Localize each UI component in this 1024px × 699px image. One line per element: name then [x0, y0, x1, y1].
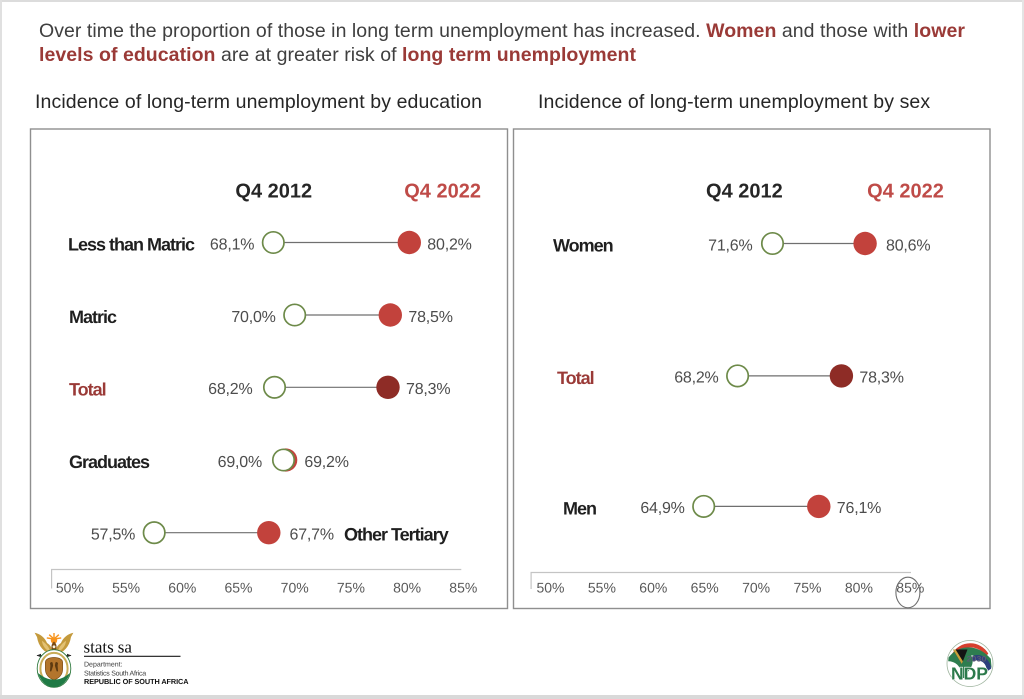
- svg-text:Less than Matric: Less than Matric: [68, 235, 195, 255]
- svg-text:78,3%: 78,3%: [406, 381, 450, 398]
- svg-text:75%: 75%: [793, 580, 821, 596]
- svg-text:76,1%: 76,1%: [837, 500, 881, 517]
- svg-text:55%: 55%: [588, 580, 616, 596]
- svg-text:70,0%: 70,0%: [231, 309, 275, 326]
- svg-text:60%: 60%: [639, 580, 667, 596]
- svg-text:80%: 80%: [393, 580, 421, 596]
- svg-text:68,2%: 68,2%: [674, 370, 718, 387]
- svg-text:69,2%: 69,2%: [304, 454, 348, 471]
- svg-text:78,5%: 78,5%: [408, 309, 452, 326]
- svg-text:85%: 85%: [449, 580, 477, 596]
- svg-text:Q4 2012: Q4 2012: [706, 181, 783, 203]
- svg-text:Men: Men: [563, 498, 596, 518]
- svg-text:68,1%: 68,1%: [210, 236, 254, 253]
- svg-text:Total: Total: [69, 379, 106, 399]
- svg-text:55%: 55%: [112, 580, 140, 596]
- svg-text:Total: Total: [557, 368, 594, 388]
- svg-text:Department:: Department:: [84, 662, 123, 669]
- svg-text:2030: 2030: [967, 654, 988, 663]
- svg-text:Q4 2022: Q4 2022: [867, 181, 944, 203]
- svg-text:50%: 50%: [536, 580, 564, 596]
- svg-text:78,3%: 78,3%: [859, 370, 903, 387]
- svg-text:60%: 60%: [168, 580, 196, 596]
- svg-text:75%: 75%: [337, 580, 365, 596]
- svg-text:Matric: Matric: [69, 307, 117, 327]
- svg-text:69,0%: 69,0%: [218, 454, 262, 471]
- svg-text:57,5%: 57,5%: [91, 527, 135, 544]
- svg-text:71,6%: 71,6%: [708, 237, 752, 254]
- svg-text:REPUBLIC OF SOUTH AFRICA: REPUBLIC OF SOUTH AFRICA: [84, 677, 189, 686]
- svg-text:80,2%: 80,2%: [427, 236, 471, 253]
- svg-text:Statistics South Africa: Statistics South Africa: [84, 670, 146, 678]
- svg-text:Graduates: Graduates: [69, 452, 150, 472]
- svg-text:Other Tertiary: Other Tertiary: [344, 525, 449, 545]
- svg-text:Q4 2022: Q4 2022: [404, 181, 481, 203]
- svg-text:80,6%: 80,6%: [886, 237, 930, 254]
- svg-text:Women: Women: [553, 236, 613, 256]
- svg-text:NDP: NDP: [951, 664, 988, 684]
- svg-text:68,2%: 68,2%: [208, 381, 252, 398]
- svg-text:70%: 70%: [742, 580, 770, 596]
- svg-text:65%: 65%: [691, 580, 719, 596]
- svg-text:70%: 70%: [281, 580, 309, 596]
- svg-text:65%: 65%: [224, 580, 252, 596]
- svg-text:67,7%: 67,7%: [290, 527, 334, 544]
- svg-text:64,9%: 64,9%: [640, 500, 684, 517]
- svg-text:80%: 80%: [845, 580, 873, 596]
- svg-text:Q4 2012: Q4 2012: [235, 181, 312, 203]
- svg-text:50%: 50%: [56, 580, 84, 596]
